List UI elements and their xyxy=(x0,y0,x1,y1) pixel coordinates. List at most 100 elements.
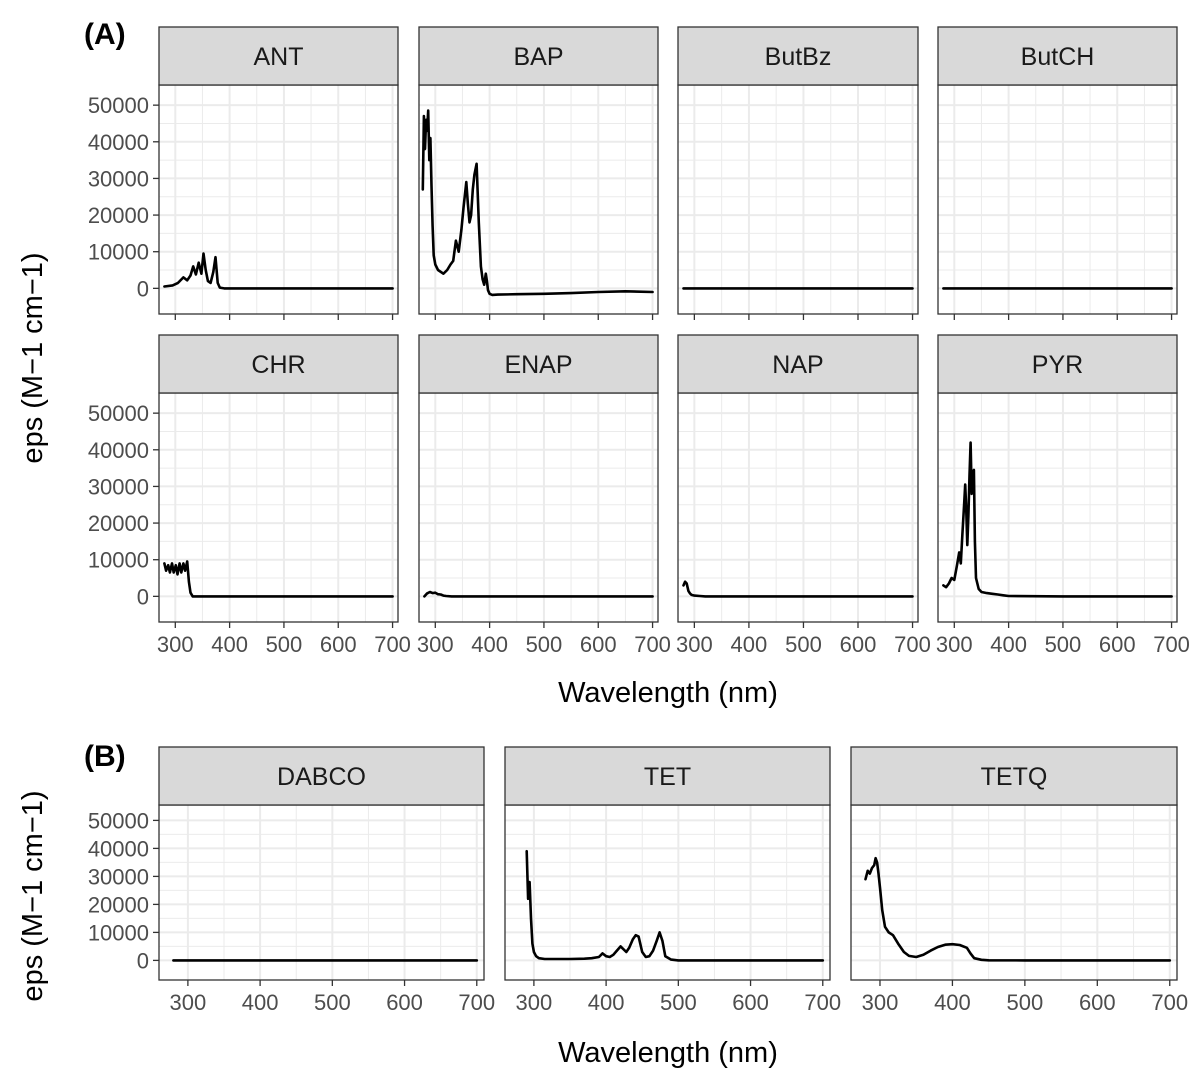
facet-strip xyxy=(158,746,485,806)
plot-background xyxy=(159,805,484,980)
plot-background xyxy=(678,85,918,314)
x-tick-label: 600 xyxy=(320,632,357,657)
facet-strip xyxy=(937,26,1178,86)
facet-pyr: PYR xyxy=(937,334,1178,623)
x-tick-label: 500 xyxy=(785,632,822,657)
x-tick-label: 300 xyxy=(157,632,194,657)
facet-strip-label-enap: ENAP xyxy=(504,351,572,379)
x-tick-label: 300 xyxy=(516,990,553,1015)
facet-strip xyxy=(677,26,919,86)
y-tick-label: 10000 xyxy=(88,548,149,573)
facet-strip-label-nap: NAP xyxy=(772,351,823,379)
facet-butbz: ButBz xyxy=(677,26,919,315)
plot-background xyxy=(419,393,658,622)
facet-dabco: DABCO xyxy=(158,746,485,981)
panel-a-y-axis-title: eps (M−1 cm−1) xyxy=(17,252,49,463)
series-line-bap xyxy=(421,109,654,297)
plot-background xyxy=(505,805,830,980)
panel-a-label: (A) xyxy=(84,18,126,51)
x-tick-label: 400 xyxy=(211,632,248,657)
x-tick-label: 300 xyxy=(862,990,899,1015)
facet-butch: ButCH xyxy=(937,26,1178,315)
series-line-ant xyxy=(163,252,394,290)
panel-a-x-axis-title: Wavelength (nm) xyxy=(558,677,778,709)
facet-strip-label-butch: ButCH xyxy=(1021,43,1095,71)
x-tick-label: 400 xyxy=(731,632,768,657)
y-tick-label: 0 xyxy=(137,948,149,973)
facet-strip xyxy=(850,746,1178,806)
y-tick-label: 20000 xyxy=(88,511,149,536)
y-tick-label: 20000 xyxy=(88,203,149,228)
facet-strip xyxy=(504,746,831,806)
plot-background xyxy=(419,85,658,314)
y-tick-label: 20000 xyxy=(88,892,149,917)
facet-strip xyxy=(937,334,1178,394)
y-tick-label: 30000 xyxy=(88,864,149,889)
x-tick-label: 600 xyxy=(1099,632,1136,657)
x-tick-label: 300 xyxy=(170,990,207,1015)
series-line-pyr xyxy=(942,441,1173,598)
panel-b-x-axis-title: Wavelength (nm) xyxy=(558,1037,778,1069)
facet-strip xyxy=(158,334,399,394)
y-tick-label: 10000 xyxy=(88,920,149,945)
facet-strip-label-bap: BAP xyxy=(513,43,563,71)
x-tick-label: 700 xyxy=(894,632,931,657)
facet-strip-label-tetq: TETQ xyxy=(981,763,1048,791)
facet-strip-label-butbz: ButBz xyxy=(765,43,832,71)
x-tick-label: 600 xyxy=(732,990,769,1015)
facet-strip xyxy=(677,334,919,394)
facet-panels: ANT BAP ButBz ButCH CHR ENAP NAP PYR DABCO TET TET… xyxy=(158,26,1178,981)
series-line-enap xyxy=(423,590,654,598)
y-tick-label: 50000 xyxy=(88,93,149,118)
x-tick-label: 600 xyxy=(1079,990,1116,1015)
facet-strip xyxy=(418,334,659,394)
x-tick-label: 700 xyxy=(374,632,411,657)
y-tick-label: 30000 xyxy=(88,474,149,499)
x-tick-label: 500 xyxy=(526,632,563,657)
series-line-chr xyxy=(163,560,394,598)
series-line-tet xyxy=(525,849,825,962)
plot-background xyxy=(938,85,1177,314)
facet-strip xyxy=(418,26,659,86)
x-tick-label: 500 xyxy=(1045,632,1082,657)
y-tick-label: 0 xyxy=(137,276,149,301)
facet-nap: NAP xyxy=(677,334,919,623)
y-tick-label: 40000 xyxy=(88,130,149,155)
x-tick-label: 400 xyxy=(588,990,625,1015)
facet-enap: ENAP xyxy=(418,334,659,623)
plot-background xyxy=(851,805,1177,980)
x-tick-label: 300 xyxy=(417,632,454,657)
facet-chr: CHR xyxy=(158,334,399,623)
y-tick-label: 10000 xyxy=(88,240,149,265)
x-tick-label: 600 xyxy=(840,632,877,657)
x-tick-label: 500 xyxy=(1007,990,1044,1015)
x-tick-label: 300 xyxy=(676,632,713,657)
x-tick-label: 400 xyxy=(934,990,971,1015)
panel-b-label: (B) xyxy=(84,740,126,773)
facet-bap: BAP xyxy=(418,26,659,315)
y-tick-label: 0 xyxy=(137,584,149,609)
x-tick-label: 500 xyxy=(314,990,351,1015)
y-tick-label: 40000 xyxy=(88,438,149,463)
x-tick-label: 700 xyxy=(804,990,841,1015)
facet-strip-label-dabco: DABCO xyxy=(277,763,366,791)
facet-tet: TET xyxy=(504,746,831,981)
plot-background xyxy=(678,393,918,622)
facet-strip-label-ant: ANT xyxy=(254,43,304,71)
facet-ant: ANT xyxy=(158,26,399,315)
facet-tetq: TETQ xyxy=(850,746,1178,981)
x-tick-label: 400 xyxy=(242,990,279,1015)
facet-strip xyxy=(158,26,399,86)
x-tick-label: 400 xyxy=(990,632,1027,657)
x-tick-label: 500 xyxy=(660,990,697,1015)
y-tick-label: 50000 xyxy=(88,401,149,426)
facet-strip-label-pyr: PYR xyxy=(1032,351,1083,379)
x-tick-label: 700 xyxy=(458,990,495,1015)
x-tick-label: 700 xyxy=(634,632,671,657)
x-tick-label: 700 xyxy=(1153,632,1190,657)
plot-background xyxy=(159,85,398,314)
x-tick-label: 700 xyxy=(1151,990,1188,1015)
series-line-nap xyxy=(682,580,914,598)
